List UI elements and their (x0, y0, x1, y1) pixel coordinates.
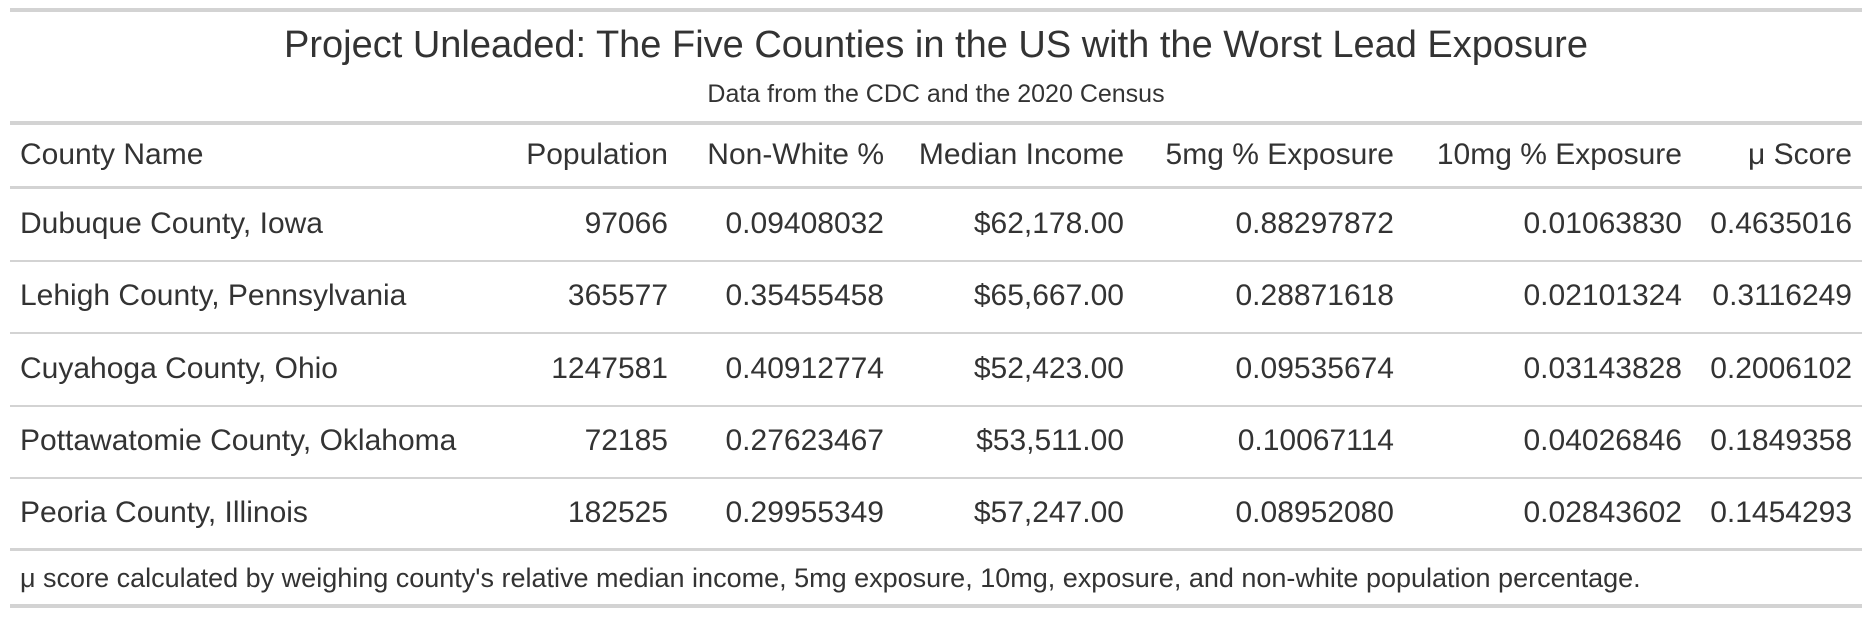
table-body-bottom-border (10, 548, 1862, 551)
table-top-border (10, 8, 1862, 12)
table-cell-population: 1247581 (551, 352, 668, 385)
table-cell-non-white-pct: 0.35455458 (725, 279, 885, 312)
column-header-county-name: County Name (20, 138, 204, 171)
table-cell-median-income: $65,667.00 (973, 279, 1124, 312)
table-cell-county-name: Pottawatomie County, Oklahoma (20, 424, 457, 457)
table-cell-median-income: $52,423.00 (973, 352, 1124, 385)
column-header-non-white-pct: Non-White % (707, 138, 884, 171)
table-cell-population: 72185 (584, 424, 668, 457)
table-cell-population: 365577 (567, 279, 668, 312)
table-cell-mu-score: 0.4635016 (1710, 207, 1852, 240)
table-cell-mu-score: 0.1849358 (1710, 424, 1852, 457)
column-header-exposure-5mg: 5mg % Exposure (1165, 138, 1394, 171)
table-cell-county-name: Lehigh County, Pennsylvania (20, 279, 407, 312)
table-cell-mu-score: 0.3116249 (1712, 279, 1852, 312)
heading-bottom-border (10, 121, 1862, 125)
row-divider (10, 405, 1862, 407)
table-cell-median-income: $62,178.00 (973, 207, 1124, 240)
column-header-mu-score: μ Score (1748, 138, 1852, 171)
table-cell-exposure-5mg: 0.09535674 (1235, 352, 1395, 385)
header-bottom-border (10, 186, 1862, 189)
table-cell-median-income: $53,511.00 (976, 424, 1124, 457)
table-cell-exposure-10mg: 0.02843602 (1523, 496, 1683, 529)
table-cell-exposure-10mg: 0.03143828 (1523, 352, 1683, 385)
table-cell-non-white-pct: 0.40912774 (725, 352, 885, 385)
table-cell-non-white-pct: 0.29955349 (725, 496, 885, 529)
table-cell-mu-score: 0.1454293 (1710, 496, 1852, 529)
table-cell-median-income: $57,247.00 (973, 496, 1124, 529)
row-divider (10, 332, 1862, 334)
table-cell-exposure-5mg: 0.88297872 (1235, 207, 1395, 240)
column-header-median-income: Median Income (918, 138, 1124, 171)
table-bottom-border (10, 604, 1862, 608)
table-subtitle: Data from the CDC and the 2020 Census (707, 80, 1165, 108)
table-cell-non-white-pct: 0.09408032 (725, 207, 885, 240)
table-cell-exposure-5mg: 0.08952080 (1235, 496, 1395, 529)
table-title: Project Unleaded: The Five Counties in t… (284, 24, 1588, 66)
table-cell-county-name: Dubuque County, Iowa (20, 207, 323, 240)
table-footnote: μ score calculated by weighing county's … (20, 563, 1641, 593)
table-cell-exposure-10mg: 0.01063830 (1523, 207, 1683, 240)
table-cell-exposure-5mg: 0.28871618 (1235, 279, 1395, 312)
table-cell-population: 97066 (584, 207, 668, 240)
row-divider (10, 477, 1862, 479)
column-header-population: Population (526, 138, 668, 171)
table-cell-population: 182525 (567, 496, 668, 529)
table-cell-exposure-10mg: 0.02101324 (1523, 279, 1683, 312)
table-cell-exposure-10mg: 0.04026846 (1523, 424, 1683, 457)
table-cell-county-name: Cuyahoga County, Ohio (20, 352, 338, 385)
row-divider (10, 260, 1862, 262)
table-cell-exposure-5mg: 0.10067114 (1237, 424, 1394, 457)
table-cell-non-white-pct: 0.27623467 (725, 424, 885, 457)
table-cell-mu-score: 0.2006102 (1710, 352, 1852, 385)
column-header-exposure-10mg: 10mg % Exposure (1436, 138, 1682, 171)
table-cell-county-name: Peoria County, Illinois (20, 496, 308, 529)
